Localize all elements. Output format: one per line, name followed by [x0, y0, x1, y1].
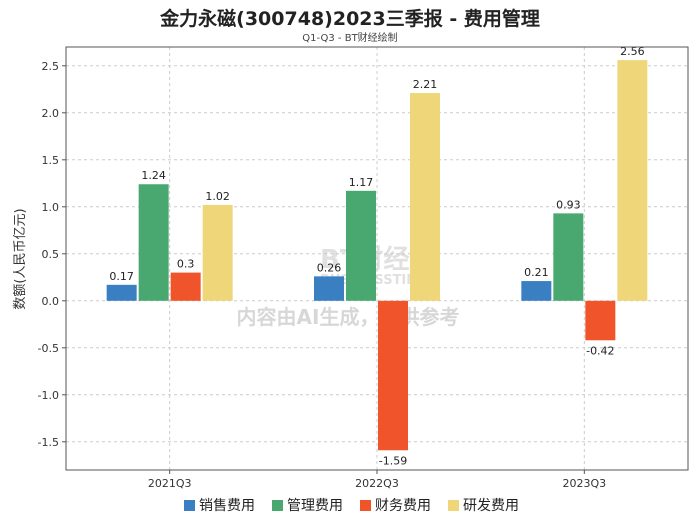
- bar: [410, 93, 440, 301]
- y-tick-label: 2.0: [42, 107, 60, 120]
- watermark-notice: 内容由AI生成，仅供参考: [237, 305, 460, 329]
- bar: [170, 272, 201, 301]
- data-label: 1.24: [141, 169, 166, 182]
- data-label: 0.17: [109, 270, 134, 283]
- legend-label: 管理费用: [287, 498, 343, 514]
- chart-title: 金力永磁(300748)2023三季报 - 费用管理: [160, 8, 540, 30]
- x-tick-label: 2022Q3: [355, 477, 399, 490]
- data-label: 1.17: [349, 176, 374, 189]
- y-tick-label: 0.0: [42, 295, 60, 308]
- value-labels: 0.17 1.24 0.3 1.02 0.26 1.17 -1.59 2.21 0.21 0.93…: [109, 45, 644, 467]
- bars: [106, 60, 648, 451]
- bar: [202, 204, 233, 301]
- grid-lines: [66, 47, 688, 470]
- legend-swatch: [272, 500, 283, 511]
- x-axis-ticks: 2021Q3 2022Q3 2023Q3: [148, 470, 606, 490]
- y-axis-label: 数额(人民币亿元): [13, 208, 28, 309]
- data-label: 2.56: [620, 45, 645, 58]
- bar: [346, 190, 376, 301]
- y-axis-ticks: -1.5 -1.0 -0.5 0.0 0.5 1.0 1.5 2.0 2.5: [38, 60, 66, 449]
- data-label: 0.21: [524, 266, 549, 279]
- data-label: 0.3: [177, 258, 195, 271]
- data-label: -1.59: [379, 454, 407, 467]
- bar: [553, 213, 584, 301]
- y-tick-label: 0.5: [42, 248, 60, 261]
- bar: [378, 300, 408, 451]
- y-tick-label: 1.0: [42, 201, 60, 214]
- legend-label: 销售费用: [199, 498, 255, 514]
- legend-swatch: [448, 500, 459, 511]
- bar: [521, 281, 552, 301]
- legend: 销售费用 管理费用 财务费用 研发费用: [184, 498, 519, 514]
- data-label: 1.02: [205, 190, 230, 203]
- bar: [106, 284, 137, 301]
- bar: [138, 184, 169, 301]
- legend-swatch: [360, 500, 371, 511]
- y-tick-label: 2.5: [42, 60, 60, 73]
- bar: [314, 276, 344, 301]
- data-label: -0.42: [586, 344, 614, 357]
- y-tick-label: -0.5: [38, 342, 59, 355]
- chart-subtitle: Q1-Q3 - BT财经绘制: [302, 33, 398, 44]
- bar: [585, 300, 616, 341]
- legend-label: 财务费用: [375, 498, 431, 514]
- x-tick-label: 2023Q3: [563, 477, 607, 490]
- x-tick-label: 2021Q3: [148, 477, 192, 490]
- y-tick-label: 1.5: [42, 154, 60, 167]
- y-tick-label: -1.5: [38, 436, 59, 449]
- data-label: 2.21: [413, 78, 438, 91]
- data-label: 0.93: [556, 198, 581, 211]
- bar: [617, 60, 648, 301]
- legend-swatch: [184, 500, 195, 511]
- legend-label: 研发费用: [463, 498, 519, 514]
- data-label: 0.26: [317, 261, 342, 274]
- y-tick-label: -1.0: [38, 389, 59, 402]
